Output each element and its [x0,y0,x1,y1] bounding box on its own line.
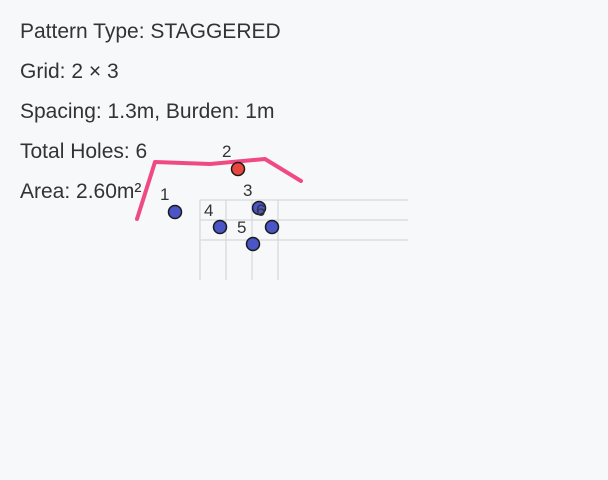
hole-marker[interactable] [212,219,228,235]
holes-layer: 1 2 3 4 56 [160,142,280,252]
hole-label: 3 [243,181,252,200]
hole-marker[interactable] [245,236,261,252]
hole-marker[interactable] [230,161,246,177]
hole-marker[interactable] [167,204,183,220]
blast-hole-1[interactable]: 1 [160,185,183,220]
area-label: Area: 2.60m² [20,180,142,203]
hole-label: 4 [204,201,213,220]
blast-hole-6[interactable]: 6 [256,201,280,235]
spacing-burden-label: Spacing: 1.3m, Burden: 1m [20,100,275,123]
blast-hole-2[interactable]: 2 [222,142,246,177]
hole-label: 6 [256,201,265,220]
hole-marker[interactable] [251,200,267,216]
hole-label: 2 [222,142,231,161]
blast-hole-5[interactable]: 5 [237,218,261,252]
hole-marker[interactable] [264,219,280,235]
blast-hole-4[interactable]: 4 [204,201,228,235]
total-holes-label: Total Holes: 6 [20,140,148,163]
boundary-outline[interactable] [135,157,303,221]
hole-label: 1 [160,185,169,204]
pattern-type-label: Pattern Type: STAGGERED [20,20,281,43]
grid-size-label: Grid: 2 × 3 [20,60,119,83]
hole-label: 5 [237,218,246,237]
blast-hole-3[interactable]: 3 [243,181,267,216]
grid [199,199,408,280]
